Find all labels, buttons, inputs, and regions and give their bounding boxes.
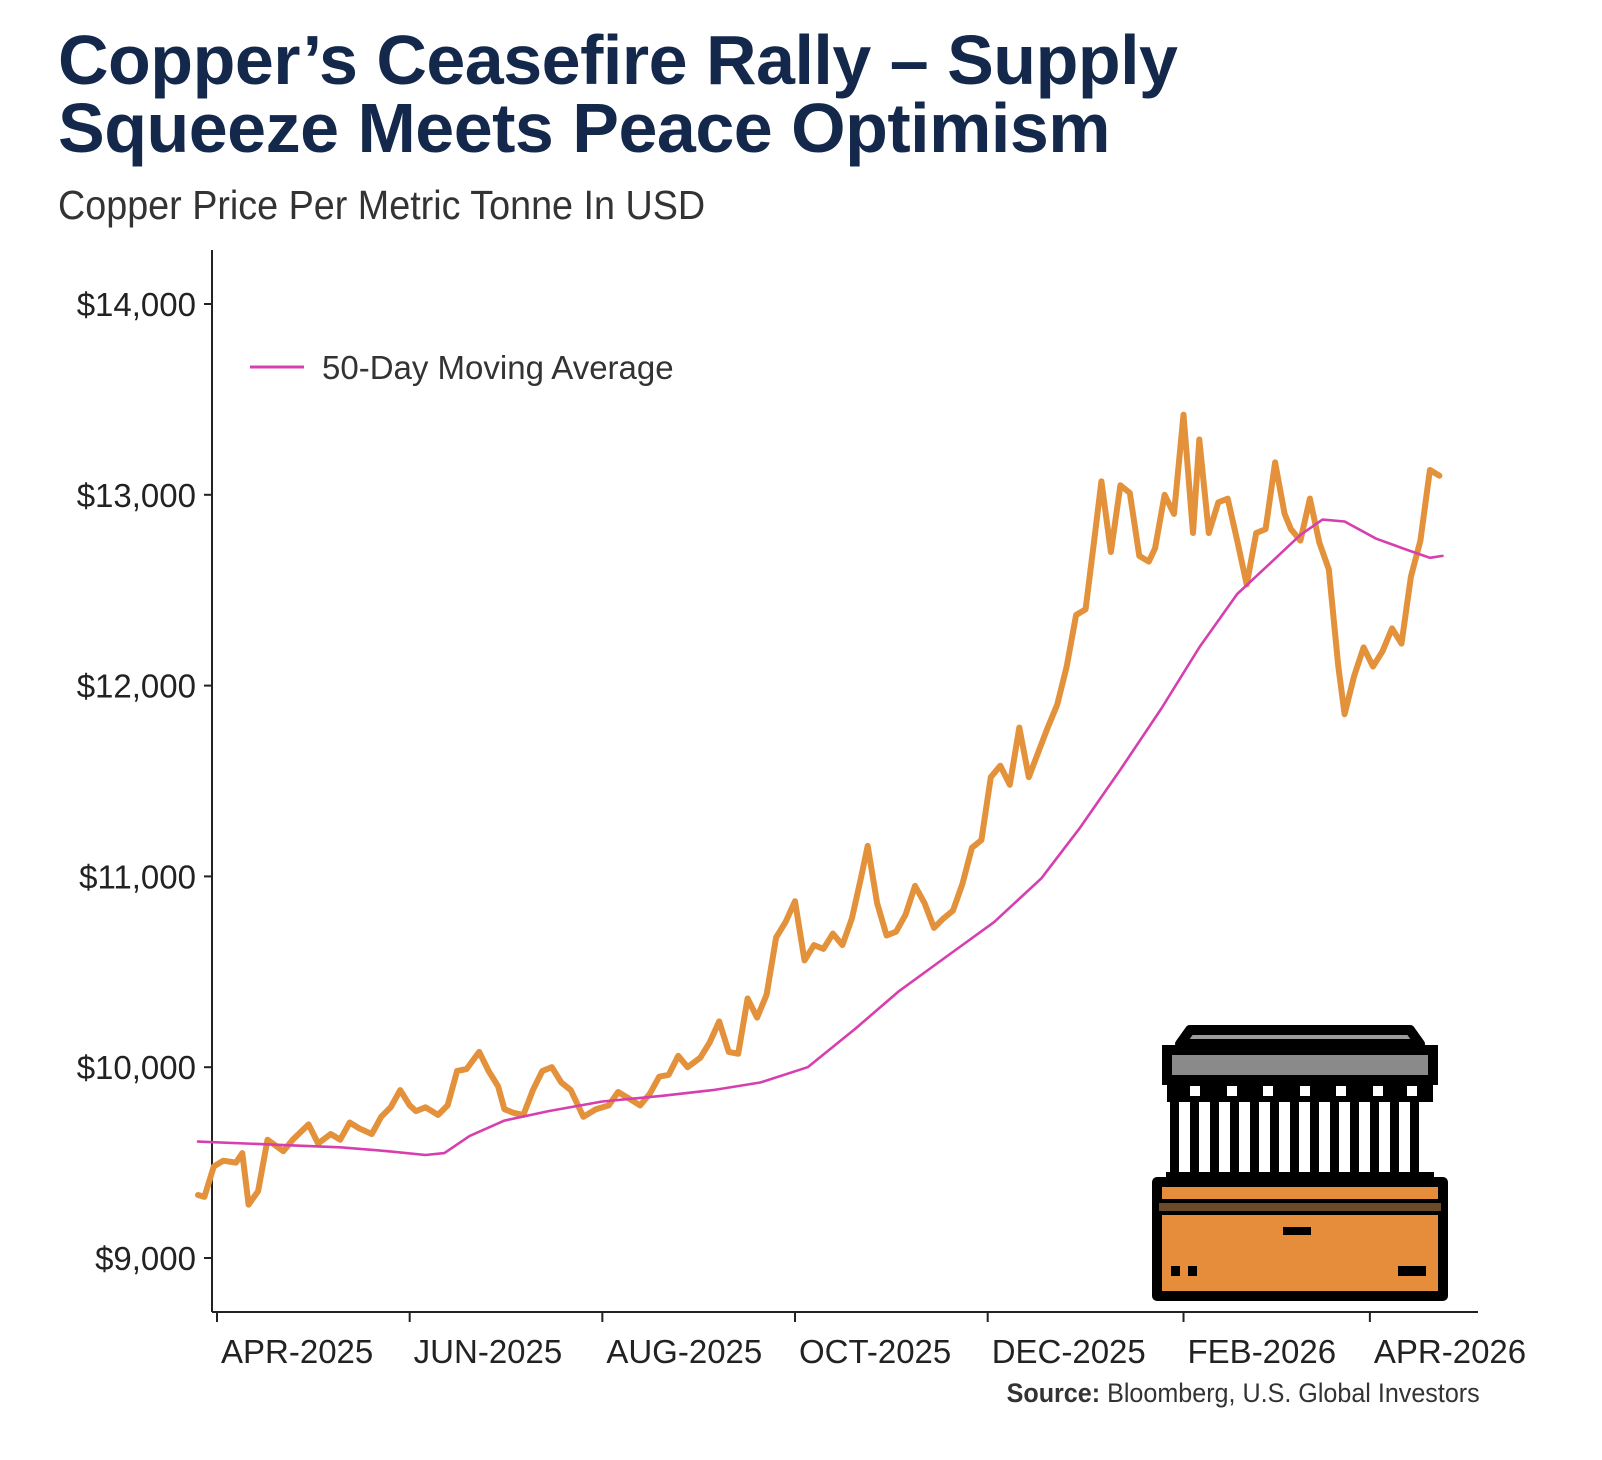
x-tick-label: FEB-2026 — [1188, 1333, 1337, 1370]
source-text: Bloomberg, U.S. Global Investors — [1107, 1378, 1480, 1408]
series-line-moving-average — [196, 518, 1444, 1157]
x-tick-label: AUG-2025 — [606, 1333, 762, 1370]
x-tick-label: APR-2026 — [1374, 1333, 1526, 1370]
series-layer — [195, 411, 1444, 1208]
legend-label-moving-average: 50-Day Moving Average — [322, 349, 674, 386]
chart-title: Copper’s Ceasefire Rally – Supply Squeez… — [58, 21, 1538, 167]
x-axis-ticks: APR-2025 JUN-2025 AUG-2025 OCT-2025 DEC-2025… — [216, 1312, 1526, 1370]
chart-axes — [211, 250, 1478, 1313]
source-label: Source: — [1006, 1378, 1101, 1408]
y-tick-label: $14,000 — [77, 286, 196, 323]
y-tick-label: $13,000 — [77, 477, 196, 514]
source-note: Source: Bloomberg, U.S. Global Investors — [1007, 1378, 1480, 1409]
series-line-copper-price — [195, 411, 1443, 1208]
chart-title-line-2: Squeeze Meets Peace Optimism — [58, 89, 1111, 167]
bank-vault-icon — [1152, 1025, 1448, 1301]
chart-legend: 50-Day Moving Average — [250, 349, 674, 386]
copper-price-chart: $9,000 $10,000 $11,000 $12,000 $13,000 $14,00… — [77, 250, 1526, 1370]
x-tick-label: DEC-2025 — [992, 1333, 1146, 1370]
y-tick-label: $11,000 — [79, 858, 196, 895]
y-tick-label: $9,000 — [95, 1240, 196, 1277]
chart-subtitle: Copper Price Per Metric Tonne In USD — [58, 182, 706, 228]
chart-title-line-1: Copper’s Ceasefire Rally – Supply — [58, 21, 1178, 99]
y-tick-label: $10,000 — [77, 1049, 196, 1086]
x-tick-label: APR-2025 — [221, 1333, 373, 1370]
y-tick-label: $12,000 — [77, 668, 196, 705]
y-axis-ticks: $9,000 $10,000 $11,000 $12,000 $13,000 $14,00… — [77, 286, 212, 1277]
x-tick-label: OCT-2025 — [799, 1333, 951, 1370]
x-tick-label: JUN-2025 — [414, 1333, 563, 1370]
